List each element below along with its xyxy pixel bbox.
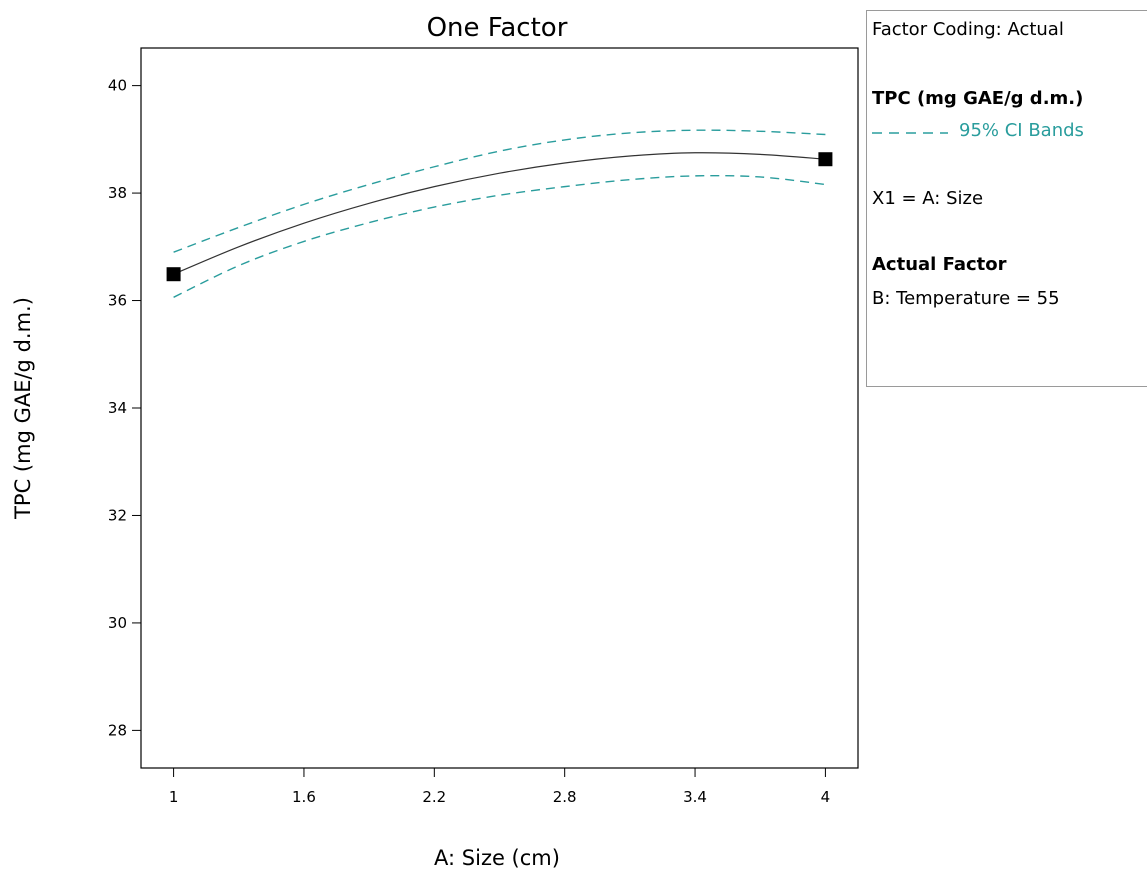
ci-upper-band xyxy=(173,129,826,253)
x-tick-label: 1 xyxy=(169,788,179,806)
ci-dash-swatch xyxy=(872,132,948,134)
x-tick-label: 1.6 xyxy=(292,788,316,806)
x-axis-label: A: Size (cm) xyxy=(434,846,560,870)
prediction-line xyxy=(173,152,826,275)
ci-bands-label: 95% CI Bands xyxy=(959,120,1084,141)
y-axis: 28 30 32 34 36 38 40 xyxy=(108,77,141,739)
y-tick-label: 28 xyxy=(108,721,127,739)
actual-factor-value: B: Temperature = 55 xyxy=(872,288,1060,309)
chart-title: One Factor xyxy=(427,13,568,43)
x-tick-label: 4 xyxy=(821,788,831,806)
plot-frame xyxy=(140,47,859,769)
response-name: TPC (mg GAE/g d.m.) xyxy=(872,88,1084,109)
design-point-marker xyxy=(166,267,181,282)
y-tick-label: 36 xyxy=(108,292,127,310)
x-tick-label: 2.8 xyxy=(553,788,577,806)
x-tick-label: 3.4 xyxy=(683,788,707,806)
legend-panel: Factor Coding: Actual TPC (mg GAE/g d.m.… xyxy=(866,10,1147,387)
design-point-marker xyxy=(818,152,833,167)
y-tick-label: 38 xyxy=(108,184,127,202)
actual-factor-heading: Actual Factor xyxy=(872,254,1007,275)
x-tick-label: 2.2 xyxy=(422,788,446,806)
chart-area: One Factor 28 30 32 34 36 38 40 1 1.6 2.2 2.8 3.4 4… xyxy=(11,13,859,870)
factor-coding-text: Factor Coding: Actual xyxy=(872,19,1064,40)
x-axis: 1 1.6 2.2 2.8 3.4 4 xyxy=(169,768,830,806)
y-tick-label: 32 xyxy=(108,506,127,524)
y-axis-label: TPC (mg GAE/g d.m.) xyxy=(11,297,35,520)
y-tick-label: 40 xyxy=(108,77,127,95)
x1-definition: X1 = A: Size xyxy=(872,188,984,209)
points-layer xyxy=(166,152,833,282)
y-tick-label: 34 xyxy=(108,399,127,417)
ci-lower-band xyxy=(173,174,826,298)
series-layer xyxy=(173,129,826,298)
y-tick-label: 30 xyxy=(108,614,127,632)
